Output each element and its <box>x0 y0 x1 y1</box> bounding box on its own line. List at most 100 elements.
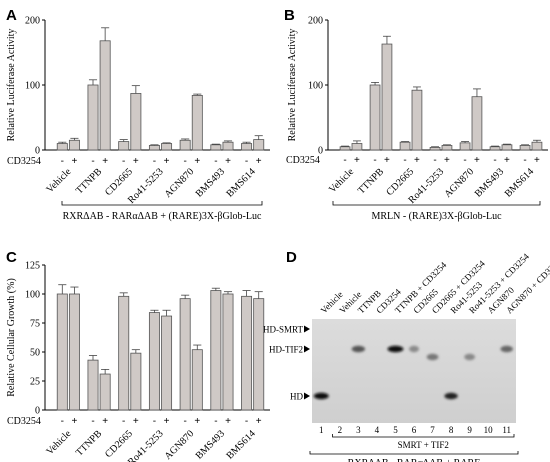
y-axis-label: Relative Luciferase Activity <box>287 29 298 142</box>
bar <box>161 315 173 411</box>
category-label: AGN870 <box>163 166 197 200</box>
bar <box>519 145 531 151</box>
lane-number: 1 <box>319 425 324 435</box>
condition-sign: + <box>194 416 200 427</box>
condition-sign: + <box>225 416 231 427</box>
condition-sign: - <box>183 416 186 427</box>
bar <box>87 84 99 151</box>
y-axis-label: Relative Cellular Growth (%) <box>6 278 17 397</box>
y-tick-label: 25 <box>30 377 40 388</box>
bar <box>489 146 501 151</box>
bar <box>68 139 80 151</box>
bar <box>56 293 68 411</box>
panel-c: C Relative Cellular Growth (%) 0 25 50 75 100 1… <box>6 249 270 462</box>
condition-sign: - <box>433 155 436 166</box>
bar <box>441 145 453 151</box>
condition-sign: + <box>504 155 510 166</box>
y-tick-label: 100 <box>25 290 40 301</box>
condition-sign: - <box>61 416 64 427</box>
condition-sign: + <box>133 416 139 427</box>
lane-number: 9 <box>467 425 472 435</box>
y-tick-label: 200 <box>308 16 323 27</box>
gel-band <box>464 353 476 361</box>
category-label: Vehicle <box>327 166 356 195</box>
condition-sign: + <box>354 155 360 166</box>
category-label: BMS614 <box>224 166 257 199</box>
condition-sign: + <box>256 416 262 427</box>
condition-sign: - <box>61 156 64 167</box>
condition-sign: - <box>122 156 125 167</box>
condition-sign: - <box>493 155 496 166</box>
panel-letter: D <box>286 249 297 266</box>
condition-sign: + <box>133 156 139 167</box>
condition-sign: - <box>245 156 248 167</box>
y-tick-label: 0 <box>35 406 40 417</box>
band-label: HD <box>290 392 303 402</box>
bar <box>130 93 142 151</box>
condition-sign: + <box>444 155 450 166</box>
category-label: Vehicle <box>44 166 73 195</box>
bar <box>501 144 513 151</box>
bar <box>253 298 265 411</box>
category-label: BMS614 <box>224 428 257 461</box>
lane-number: 7 <box>430 425 435 435</box>
bar <box>381 43 393 151</box>
y-tick-label: 0 <box>35 146 40 157</box>
caption: RXRΔAB - RARαΔAB + (RARE)3X-βGlob-Luc <box>63 211 262 222</box>
condition-sign: - <box>153 416 156 427</box>
gel-band <box>351 345 366 353</box>
condition-sign: + <box>72 156 78 167</box>
gel-band <box>426 353 439 361</box>
condition-sign: - <box>343 155 346 166</box>
category-label: AGN870 <box>442 166 476 200</box>
bar <box>161 143 173 151</box>
caption-bracket <box>332 201 541 206</box>
condition-sign: - <box>214 416 217 427</box>
bar <box>241 295 253 411</box>
condition-sign: - <box>403 155 406 166</box>
category-label: BMS493 <box>473 166 506 199</box>
caption-bracket <box>309 451 519 455</box>
bar <box>99 40 111 151</box>
condition-sign: + <box>102 416 108 427</box>
condition-sign: - <box>91 156 94 167</box>
lane-number: 3 <box>356 425 361 435</box>
gel-band <box>444 392 458 400</box>
panel-letter: B <box>284 7 295 24</box>
bar <box>459 142 471 151</box>
condition-sign: + <box>384 155 390 166</box>
smrt-bracket <box>332 434 515 438</box>
caption: MRLN - (RARE)3X-βGlob-Luc <box>371 211 502 222</box>
y-tick-label: 75 <box>30 319 40 330</box>
gel-band <box>500 345 513 353</box>
bar <box>339 146 351 151</box>
condition-sign: - <box>373 155 376 166</box>
condition-sign: + <box>256 156 262 167</box>
lane-number: 2 <box>338 425 343 435</box>
lane-number: 6 <box>412 425 417 435</box>
bar <box>399 141 411 151</box>
bracket-label: SMRT + TIF2 <box>398 440 449 450</box>
bar <box>130 352 142 411</box>
category-label: BMS493 <box>194 428 227 461</box>
condition-label: CD3254 <box>286 155 320 166</box>
bar <box>351 143 363 151</box>
category-label: Vehicle <box>44 428 73 457</box>
y-tick-label: 100 <box>308 81 323 92</box>
category-label: AGN870 <box>163 428 197 462</box>
condition-label: CD3254 <box>7 416 41 427</box>
lane-number: 11 <box>502 425 511 435</box>
panel-letter: A <box>6 7 17 24</box>
y-tick-label: 0 <box>318 146 323 157</box>
bar <box>118 141 130 151</box>
band-label: HD-TIF2 <box>269 345 303 355</box>
bar <box>87 359 99 411</box>
panel-d: DHD-SMRTHD-TIF2HDVehicleVehicleTTNPBCD32… <box>263 249 550 462</box>
gel-background <box>312 319 516 423</box>
condition-sign: + <box>414 155 420 166</box>
caption-bracket <box>61 201 263 206</box>
bar <box>210 290 222 411</box>
